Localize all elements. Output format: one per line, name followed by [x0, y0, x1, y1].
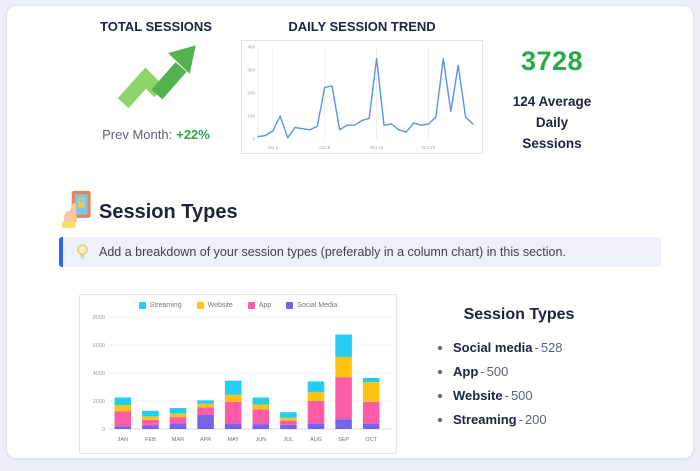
svg-text:6000: 6000 [93, 343, 105, 349]
legend-item-app: App [247, 302, 271, 309]
svg-text:JUN: JUN [255, 437, 266, 443]
total-sessions-value: 3728 [520, 46, 584, 76]
svg-text:FEB: FEB [145, 437, 156, 443]
hand-holding-tablet-icon [61, 190, 91, 228]
lightbulb-icon [77, 243, 88, 259]
session-types-panel-title: Session Types [463, 306, 575, 323]
list-item: Website-500 [453, 388, 599, 403]
social-media-swatch [286, 302, 294, 309]
svg-text:MAY: MAY [227, 437, 239, 443]
svg-text:Oct 2: Oct 2 [267, 145, 278, 150]
line-chart-svg: 0 100 200 300 400 Oct 2 Oct 9 Oct 16 Oct 23 [247, 45, 474, 150]
sessions-summary-block: 3728 124 Average Daily Sessions [467, 46, 637, 155]
prev-month-label: Prev Month: [102, 127, 173, 142]
app-swatch [247, 302, 255, 309]
session-types-bar-chart[interactable]: Streaming Website App Social Media 0 2000… [79, 294, 397, 454]
svg-text:Oct 9: Oct 9 [319, 145, 330, 150]
prev-month-line: Prev Month: +22% [65, 127, 247, 142]
svg-text:JUL: JUL [284, 437, 294, 443]
website-swatch [196, 302, 204, 309]
session-types-summary-panel: Session Types Social media-528 App-500 W… [439, 306, 599, 436]
svg-text:100: 100 [247, 114, 255, 119]
svg-text:4000: 4000 [93, 371, 105, 377]
svg-text:300: 300 [247, 68, 255, 73]
tip-callout[interactable]: Add a breakdown of your session types (p… [59, 237, 661, 267]
daily-trend-title: DAILY SESSION TREND [288, 19, 436, 34]
svg-text:MAR: MAR [172, 437, 184, 443]
svg-text:Oct 23: Oct 23 [422, 145, 436, 150]
svg-text:APR: APR [200, 437, 211, 443]
svg-text:JAN: JAN [118, 437, 128, 443]
bar-chart-legend: Streaming Website App Social Media [80, 300, 396, 311]
session-types-list: Social media-528 App-500 Website-500 Str… [439, 340, 599, 427]
streaming-swatch [138, 302, 146, 309]
list-item: App-500 [453, 364, 599, 379]
svg-text:0: 0 [252, 137, 255, 142]
average-daily-caption: 124 Average Daily Sessions [512, 94, 592, 151]
svg-text:200: 200 [247, 91, 255, 96]
svg-text:OCT: OCT [365, 437, 377, 443]
svg-text:400: 400 [247, 45, 255, 50]
daily-trend-line-chart[interactable]: 0 100 200 300 400 Oct 2 Oct 9 Oct 16 Oct 23 [241, 40, 483, 154]
dashboard-card: TOTAL SESSIONS Prev Month: +22% DAILY SES… [6, 5, 694, 459]
legend-item-website: Website [196, 302, 233, 309]
daily-trend-block: DAILY SESSION TREND 0 100 200 300 400 Oct 2 Oc… [240, 19, 484, 154]
svg-text:Oct 16: Oct 16 [370, 145, 384, 150]
total-sessions-block: TOTAL SESSIONS Prev Month: +22% [65, 19, 247, 142]
svg-text:AUG: AUG [310, 437, 322, 443]
bar-chart-svg: 0 2000 4000 6000 8000 JAN FEB MAR APR MAY JUN JUL AU… [93, 315, 391, 443]
svg-text:8000: 8000 [93, 315, 105, 321]
svg-text:2000: 2000 [93, 399, 105, 405]
list-item: Streaming-200 [453, 412, 599, 427]
svg-text:SEP: SEP [338, 437, 349, 443]
legend-item-social-media: Social Media [286, 302, 337, 309]
legend-item-streaming: Streaming [138, 302, 182, 309]
session-types-section-title: Session Types [99, 201, 238, 223]
prev-month-value: +22% [176, 127, 210, 142]
list-item: Social media-528 [453, 340, 599, 355]
svg-text:0: 0 [102, 427, 105, 433]
tip-callout-text: Add a breakdown of your session types (p… [99, 245, 566, 259]
growth-arrow-icon [117, 45, 196, 109]
total-sessions-title: TOTAL SESSIONS [100, 19, 212, 34]
